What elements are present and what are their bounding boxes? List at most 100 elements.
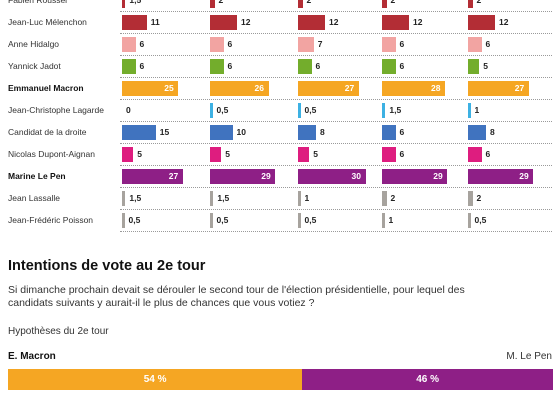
second-round-left-segment: 54 %	[8, 369, 303, 390]
poll-value: 2	[306, 0, 312, 5]
poll-value: 8	[320, 127, 325, 137]
poll-value: 6	[139, 61, 145, 71]
second-round-bar: 54 % 46 %	[8, 369, 553, 390]
first-round-poll-table: Fabien Roussel 1,5 2 2 2 2 Jean-Luc Mélenchon 1…	[0, 0, 560, 233]
poll-bar	[210, 191, 214, 206]
row-divider	[120, 231, 552, 232]
poll-bar	[298, 125, 316, 140]
row-divider	[120, 33, 552, 34]
poll-bar	[210, 59, 224, 74]
row-divider	[120, 143, 552, 144]
row-divider	[120, 11, 552, 12]
poll-bar	[210, 0, 215, 8]
poll-bar	[382, 59, 396, 74]
poll-bar	[298, 37, 314, 52]
poll-bar	[382, 37, 396, 52]
candidate-name: Anne Hidalgo	[8, 39, 60, 49]
poll-bar	[382, 213, 385, 228]
poll-bar	[122, 15, 147, 30]
poll-bar	[298, 0, 303, 8]
poll-bar	[382, 169, 448, 184]
poll-value: 2	[476, 193, 482, 203]
row-divider	[120, 209, 552, 210]
poll-bar	[382, 147, 396, 162]
row-divider	[120, 77, 552, 78]
poll-bar	[210, 37, 224, 52]
poll-bar	[122, 37, 136, 52]
candidate-name: Yannick Jadot	[8, 61, 61, 71]
poll-bar	[382, 191, 387, 206]
poll-value: 2	[390, 193, 396, 203]
poll-bar	[298, 59, 312, 74]
poll-value: 0,5	[216, 215, 229, 225]
poll-bar	[382, 81, 445, 96]
poll-bar	[122, 81, 179, 96]
candidate-name: Fabien Roussel	[8, 0, 68, 5]
poll-bar	[122, 59, 136, 74]
poll-value: 1,5	[129, 193, 142, 203]
poll-bar	[468, 125, 486, 140]
poll-value: 6	[399, 127, 405, 137]
candidate-name: Jean-Frédéric Poisson	[8, 215, 94, 225]
poll-bar	[468, 147, 482, 162]
poll-value: 29	[261, 171, 271, 181]
poll-value: 12	[413, 17, 423, 27]
candidate-name: Candidat de la droite	[8, 127, 87, 137]
poll-value: 6	[485, 149, 491, 159]
poll-value: 27	[344, 83, 355, 93]
poll-bar	[382, 15, 409, 30]
candidate-row: Marine Le Pen 27 29 30 29 29	[0, 167, 560, 189]
poll-value: 29	[519, 171, 529, 181]
poll-value: 0,5	[128, 215, 141, 225]
poll-bar	[210, 103, 213, 118]
poll-value: 2	[390, 0, 396, 5]
poll-value: 15	[159, 127, 170, 137]
poll-value: 28	[431, 83, 441, 93]
poll-bar	[122, 213, 125, 228]
second-round-question: Si dimanche prochain devait se dérouler …	[8, 284, 465, 309]
poll-value: 6	[399, 39, 405, 49]
poll-value: 29	[433, 171, 443, 181]
poll-value: 6	[227, 39, 233, 49]
poll-value: 1	[474, 105, 480, 115]
poll-value: 12	[499, 17, 509, 27]
candidate-name: Nicolas Dupont-Aignan	[8, 149, 95, 159]
row-divider	[120, 187, 552, 188]
row-divider	[120, 121, 552, 122]
candidate-row: Jean-Luc Mélenchon 11 12 12 12 12	[0, 13, 560, 35]
poll-value: 5	[137, 149, 142, 159]
poll-value: 1,5	[129, 0, 142, 5]
poll-bar	[298, 147, 310, 162]
poll-value: 25	[164, 83, 174, 93]
candidate-name: Jean-Christophe Lagarde	[8, 105, 104, 115]
candidate-row: Jean-Frédéric Poisson 0,5 0,5 0,5 1 0,5	[0, 211, 560, 233]
poll-bar	[210, 169, 276, 184]
poll-bar	[122, 0, 126, 8]
poll-value: 2	[476, 0, 482, 5]
poll-value: 1	[304, 193, 310, 203]
candidate-row: Anne Hidalgo 6 6 7 6 6	[0, 35, 560, 57]
poll-bar	[298, 15, 325, 30]
poll-bar	[468, 37, 482, 52]
candidate-row: Candidat de la droite 15 10 8 6 8	[0, 123, 560, 145]
second-round-left-candidate: E. Macron	[8, 351, 56, 362]
poll-value: 6	[139, 39, 145, 49]
poll-value: 1	[388, 215, 394, 225]
poll-value: 0,5	[474, 215, 487, 225]
candidate-name: Emmanuel Macron	[8, 83, 84, 93]
candidate-row: Nicolas Dupont-Aignan 5 5 5 6 6	[0, 145, 560, 167]
candidate-name: Marine Le Pen	[8, 171, 66, 181]
candidate-row: Fabien Roussel 1,5 2 2 2 2	[0, 0, 560, 13]
poll-bar	[122, 125, 156, 140]
candidate-row: Jean-Christophe Lagarde 0 0,5 0,5 1,5 1	[0, 101, 560, 123]
poll-bar	[468, 103, 471, 118]
row-divider	[120, 99, 552, 100]
poll-value: 11	[150, 17, 160, 27]
poll-bar	[298, 81, 359, 96]
poll-value: 1,5	[217, 193, 230, 203]
poll-bar	[382, 103, 386, 118]
hypotheses-label: Hypothèses du 2e tour	[8, 326, 109, 337]
poll-bar	[468, 213, 471, 228]
poll-value: 30	[351, 171, 361, 181]
poll-value: 1,5	[389, 105, 402, 115]
